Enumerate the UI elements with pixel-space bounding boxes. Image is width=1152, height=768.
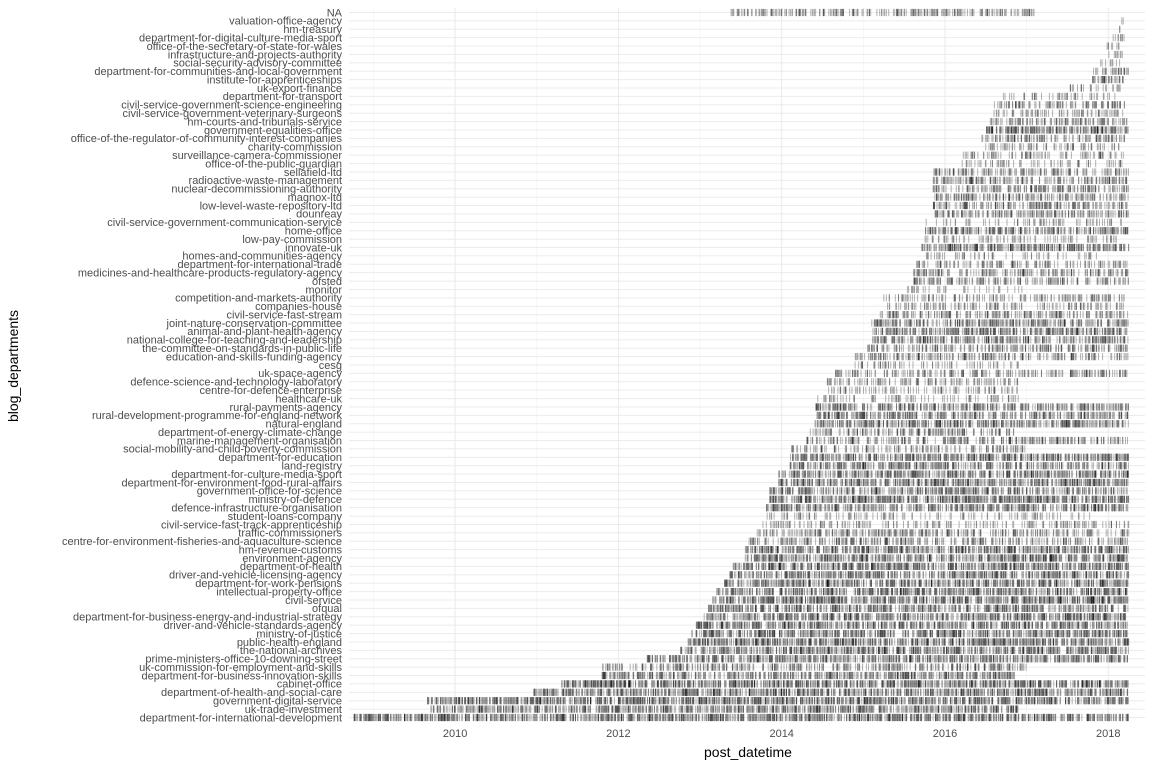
strip-row (1113, 34, 1124, 41)
strip-row (872, 319, 1128, 326)
strip-row (922, 244, 1129, 251)
strip-row (925, 236, 1116, 243)
strip-row (1107, 43, 1119, 50)
strip-row (1120, 26, 1121, 33)
strip-row (926, 219, 1121, 226)
strip-row (873, 336, 1128, 343)
strip-row (873, 328, 1127, 335)
strip-row (933, 185, 1128, 192)
strip-row (987, 126, 1129, 133)
